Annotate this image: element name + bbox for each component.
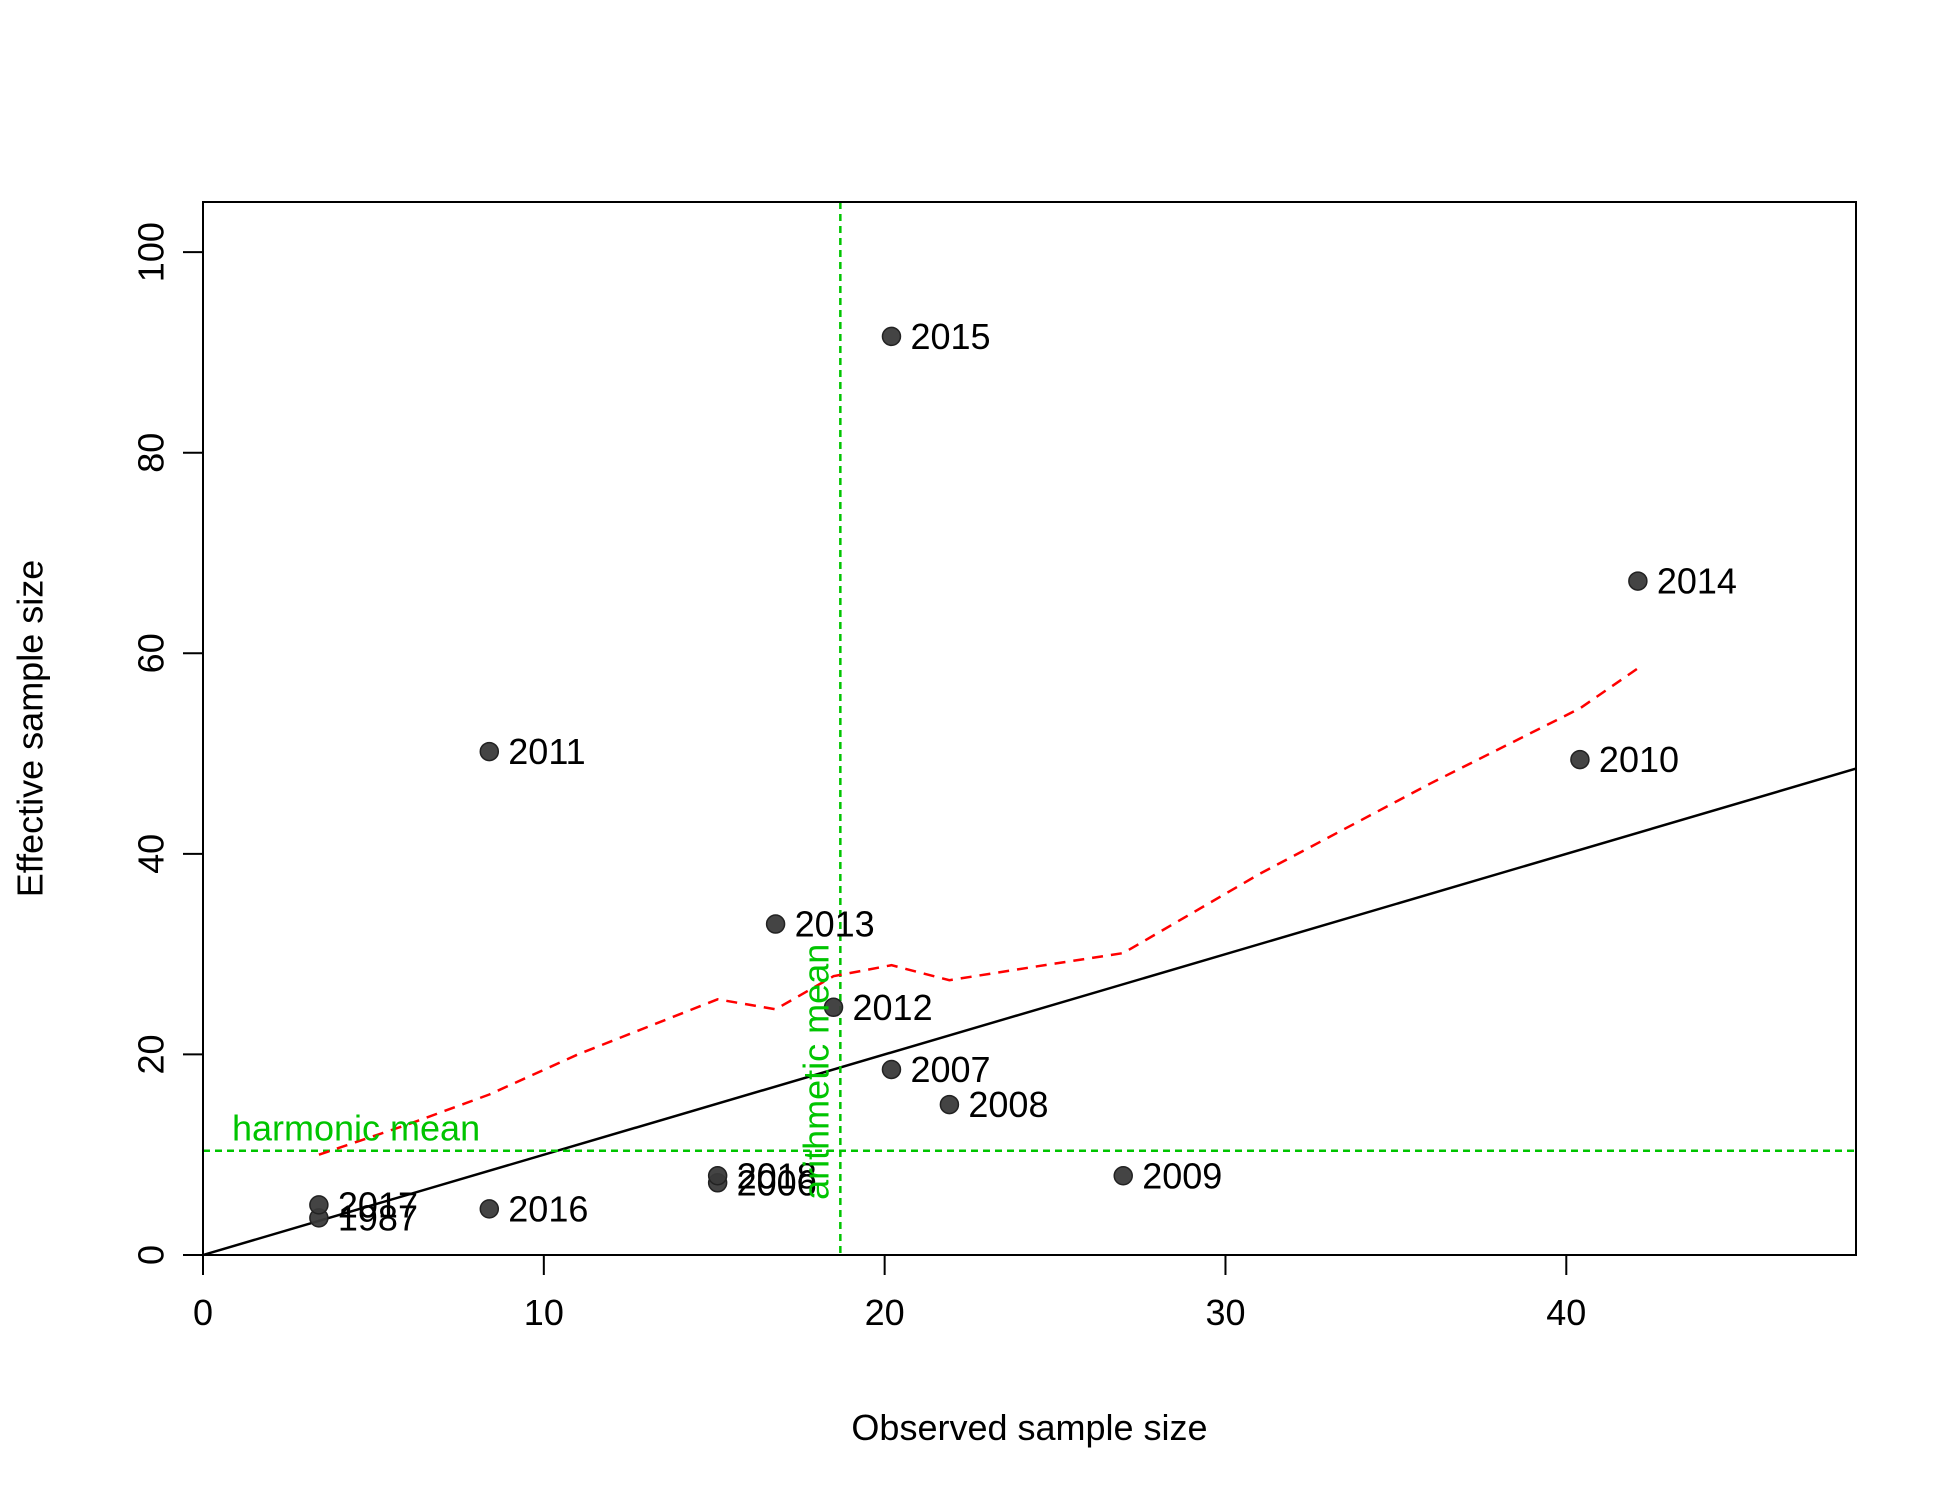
point-label: 2018 xyxy=(737,1155,817,1196)
reference-lines xyxy=(203,202,1856,1255)
harmonic-mean-label: harmonic mean xyxy=(232,1108,480,1149)
point-label: 2009 xyxy=(1142,1155,1222,1196)
identity-line xyxy=(203,767,1856,1255)
point-label: 2017 xyxy=(338,1184,418,1225)
y-axis-label: Effective sample size xyxy=(10,560,51,897)
x-tick-label: 20 xyxy=(865,1292,905,1333)
point-label: 2013 xyxy=(795,904,875,945)
data-point xyxy=(881,1059,902,1080)
y-tick-label: 80 xyxy=(131,433,172,473)
plot-area-border xyxy=(202,201,1857,1256)
point-label: 2016 xyxy=(508,1188,588,1229)
x-tick-label: 0 xyxy=(193,1292,213,1333)
smoother-line xyxy=(318,667,1639,1156)
data-point xyxy=(1113,1166,1133,1186)
data-point xyxy=(881,326,902,347)
data-point xyxy=(479,1199,500,1219)
x-tick-label: 30 xyxy=(1205,1292,1245,1333)
data-point xyxy=(707,1166,728,1186)
x-tick-label: 10 xyxy=(524,1292,564,1333)
data-point xyxy=(309,1195,329,1215)
data-point xyxy=(939,1094,960,1115)
data-point xyxy=(765,914,786,934)
data-point xyxy=(1628,571,1648,591)
x-tick-label: 40 xyxy=(1546,1292,1586,1333)
point-label: 2008 xyxy=(968,1084,1048,1125)
arithmetic-mean-label: arithmetic mean xyxy=(795,944,836,1200)
point-label: 2007 xyxy=(910,1049,990,1090)
y-tick-label: 0 xyxy=(131,1245,172,1265)
point-label: 2011 xyxy=(508,731,585,772)
y-tick-label: 40 xyxy=(131,834,172,874)
point-label: 2014 xyxy=(1657,561,1737,602)
axis-ticks: 0 10 20 30 40 0 20 40 60 80 100 xyxy=(131,222,1587,1333)
data-point xyxy=(823,997,844,1018)
y-tick-label: 20 xyxy=(131,1034,172,1074)
data-point xyxy=(479,741,500,762)
point-label: 2012 xyxy=(853,987,933,1028)
point-label: 2015 xyxy=(910,316,990,357)
point-label: 2006 xyxy=(737,1162,817,1203)
point-label: 2010 xyxy=(1599,739,1679,780)
points-layer xyxy=(309,326,1648,1228)
point-label: 1987 xyxy=(338,1197,418,1238)
y-tick-label: 60 xyxy=(131,633,172,673)
x-axis-label: Observed sample size xyxy=(851,1407,1207,1448)
y-tick-label: 100 xyxy=(131,222,172,282)
smoother-layer xyxy=(318,667,1639,1156)
data-point xyxy=(1570,749,1590,770)
